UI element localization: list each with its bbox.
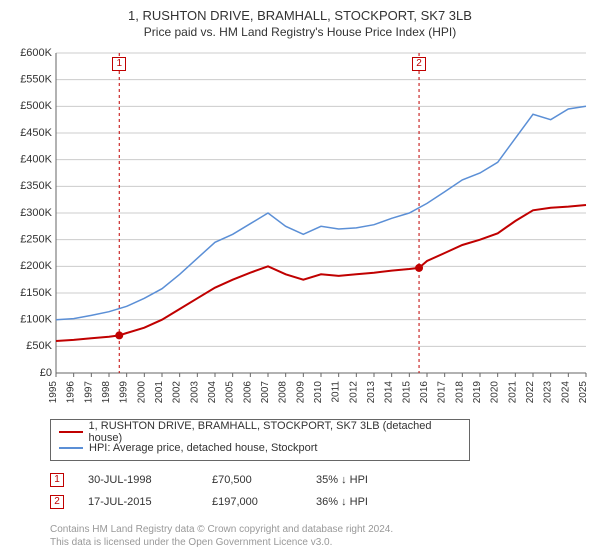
legend-item-0: 1, RUSHTON DRIVE, BRAMHALL, STOCKPORT, S…: [59, 424, 461, 440]
event-index-box: 2: [50, 495, 64, 509]
svg-text:1999: 1999: [119, 381, 130, 404]
legend: 1, RUSHTON DRIVE, BRAMHALL, STOCKPORT, S…: [50, 419, 470, 461]
legend-swatch: [59, 431, 83, 433]
svg-text:1995: 1995: [48, 381, 59, 404]
svg-text:2020: 2020: [490, 381, 501, 404]
legend-label: 1, RUSHTON DRIVE, BRAMHALL, STOCKPORT, S…: [89, 420, 461, 444]
event-delta: 36% ↓ HPI: [316, 496, 396, 508]
events-table: 1 30-JUL-1998 £70,500 35% ↓ HPI 2 17-JUL-2015…: [50, 469, 590, 513]
svg-text:£450K: £450K: [20, 127, 52, 139]
svg-text:2011: 2011: [331, 381, 342, 403]
svg-text:1998: 1998: [101, 381, 112, 404]
svg-text:2008: 2008: [278, 381, 289, 404]
chart-title: 1, RUSHTON DRIVE, BRAMHALL, STOCKPORT, S…: [10, 8, 590, 23]
svg-text:1997: 1997: [83, 381, 94, 404]
svg-text:2021: 2021: [507, 381, 518, 404]
svg-text:2001: 2001: [154, 381, 165, 404]
svg-text:2024: 2024: [560, 381, 571, 404]
event-date: 30-JUL-1998: [88, 474, 188, 486]
svg-text:2002: 2002: [172, 381, 183, 404]
legend-swatch: [59, 447, 83, 449]
svg-text:£50K: £50K: [26, 340, 52, 352]
svg-text:£150K: £150K: [20, 287, 52, 299]
line-chart-svg: £0 £50K £100K £150K £200K £250K £300K £350K £400…: [10, 43, 590, 413]
svg-text:2016: 2016: [419, 381, 430, 404]
svg-text:2022: 2022: [525, 381, 536, 404]
event-row-1: 1 30-JUL-1998 £70,500 35% ↓ HPI: [50, 469, 590, 491]
svg-text:£500K: £500K: [20, 100, 52, 112]
svg-text:2013: 2013: [366, 381, 377, 404]
svg-text:2009: 2009: [295, 381, 306, 404]
svg-text:£250K: £250K: [20, 234, 52, 246]
svg-text:2000: 2000: [136, 381, 147, 404]
svg-text:£400K: £400K: [20, 154, 52, 166]
event-index-box: 1: [50, 473, 64, 487]
svg-text:2018: 2018: [454, 381, 465, 404]
svg-text:£200K: £200K: [20, 260, 52, 272]
event-price: £197,000: [212, 496, 292, 508]
svg-text:£0: £0: [40, 367, 52, 379]
event-marker-2: 2: [412, 57, 426, 71]
svg-text:£300K: £300K: [20, 207, 52, 219]
footer-attribution: Contains HM Land Registry data © Crown c…: [50, 523, 590, 549]
svg-text:2012: 2012: [348, 381, 359, 404]
svg-text:2015: 2015: [401, 381, 412, 404]
svg-text:2025: 2025: [578, 381, 589, 404]
svg-text:1996: 1996: [66, 381, 77, 404]
event-row-2: 2 17-JUL-2015 £197,000 36% ↓ HPI: [50, 491, 590, 513]
svg-text:2023: 2023: [543, 381, 554, 404]
event-price: £70,500: [212, 474, 292, 486]
event-delta: 35% ↓ HPI: [316, 474, 396, 486]
svg-text:2003: 2003: [189, 381, 200, 404]
svg-text:2010: 2010: [313, 381, 324, 404]
legend-label: HPI: Average price, detached house, Stoc…: [89, 442, 318, 454]
footer-line-2: This data is licensed under the Open Gov…: [50, 536, 590, 549]
svg-text:2014: 2014: [384, 381, 395, 404]
svg-text:2007: 2007: [260, 381, 271, 404]
svg-text:2004: 2004: [207, 381, 218, 404]
svg-text:2005: 2005: [225, 381, 236, 404]
chart-subtitle: Price paid vs. HM Land Registry's House …: [10, 25, 590, 39]
svg-text:2019: 2019: [472, 381, 483, 404]
svg-text:£100K: £100K: [20, 314, 52, 326]
svg-text:2006: 2006: [242, 381, 253, 404]
event-marker-1: 1: [112, 57, 126, 71]
svg-text:£550K: £550K: [20, 74, 52, 86]
svg-text:£600K: £600K: [20, 47, 52, 59]
event-date: 17-JUL-2015: [88, 496, 188, 508]
chart-area: £0 £50K £100K £150K £200K £250K £300K £350K £400…: [10, 43, 590, 413]
chart-container: 1, RUSHTON DRIVE, BRAMHALL, STOCKPORT, S…: [0, 0, 600, 560]
svg-text:£350K: £350K: [20, 180, 52, 192]
footer-line-1: Contains HM Land Registry data © Crown c…: [50, 523, 590, 536]
svg-text:2017: 2017: [437, 381, 448, 404]
